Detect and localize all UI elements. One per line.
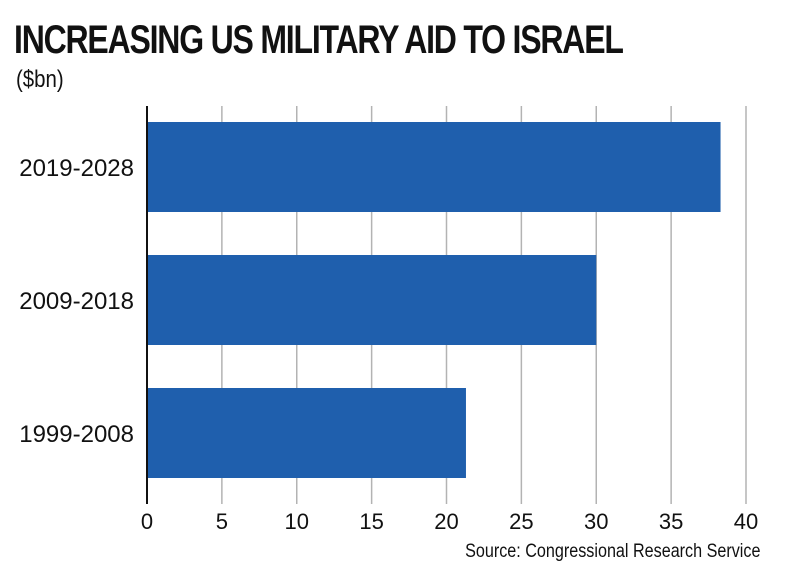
source-note: Source: Congressional Research Service: [464, 541, 760, 562]
category-label-2009-2018: 2009-2018: [19, 288, 134, 315]
x-tick-label-15: 15: [359, 509, 383, 534]
x-tick-label-20: 20: [434, 509, 458, 534]
x-tick-label-5: 5: [216, 509, 228, 534]
chart-title: INCREASING US MILITARY AID TO ISRAEL: [14, 18, 624, 62]
bars: [147, 122, 721, 478]
category-label-1999-2008: 1999-2008: [19, 421, 134, 448]
x-tick-label-25: 25: [509, 509, 533, 534]
x-tick-label-30: 30: [584, 509, 608, 534]
chart-subtitle: ($bn): [16, 66, 64, 93]
x-tick-label-40: 40: [734, 509, 758, 534]
bar-2019-2028: [147, 122, 721, 212]
category-label-2019-2028: 2019-2028: [19, 155, 134, 182]
bar-2009-2018: [147, 255, 597, 345]
x-tick-label-10: 10: [285, 509, 309, 534]
labels: 2019-2028 2009-2018 1999-2008 0 5 10 15 20 25 30 3…: [19, 155, 758, 534]
x-tick-label-0: 0: [141, 509, 153, 534]
x-tick-label-35: 35: [659, 509, 683, 534]
bar-1999-2008: [147, 388, 466, 478]
